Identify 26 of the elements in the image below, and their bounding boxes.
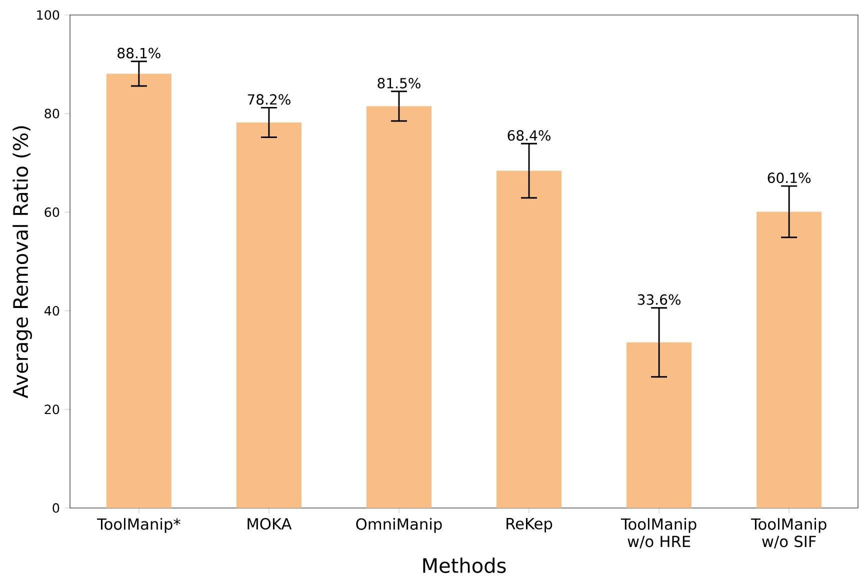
y-tick-label: 40 [44, 306, 60, 316]
x-tick-label: OmniManip [356, 518, 442, 533]
data-label: 88.1% [118, 48, 160, 58]
x-tick-label: ToolManip w/o HRE [620, 518, 696, 548]
bar [756, 212, 822, 508]
y-tick-label: 100 [37, 10, 60, 20]
x-tick-label: ToolManip* [96, 518, 180, 533]
y-tick-label: 20 [44, 404, 60, 414]
x-tick-label: ToolManip w/o SIF [750, 518, 826, 548]
bar [366, 106, 432, 508]
x-tick-label: ReKep [506, 518, 552, 532]
data-label: 78.2% [248, 94, 290, 105]
data-label: 33.6% [638, 294, 681, 305]
bar [106, 74, 172, 508]
y-axis-title: Average Removal Ratio (%) [12, 126, 32, 398]
bar [236, 122, 302, 508]
bar [626, 342, 692, 508]
x-axis-title: Methods [423, 558, 506, 574]
x-tick-label: MOKA [248, 518, 292, 530]
data-label: 68.4% [508, 130, 550, 141]
y-tick-label: 0 [52, 503, 60, 513]
y-tick-label: 60 [44, 207, 60, 217]
data-label: 81.5% [378, 78, 420, 88]
bar [496, 170, 562, 508]
data-label: 60.1% [768, 172, 811, 184]
y-tick-label: 80 [44, 108, 60, 118]
